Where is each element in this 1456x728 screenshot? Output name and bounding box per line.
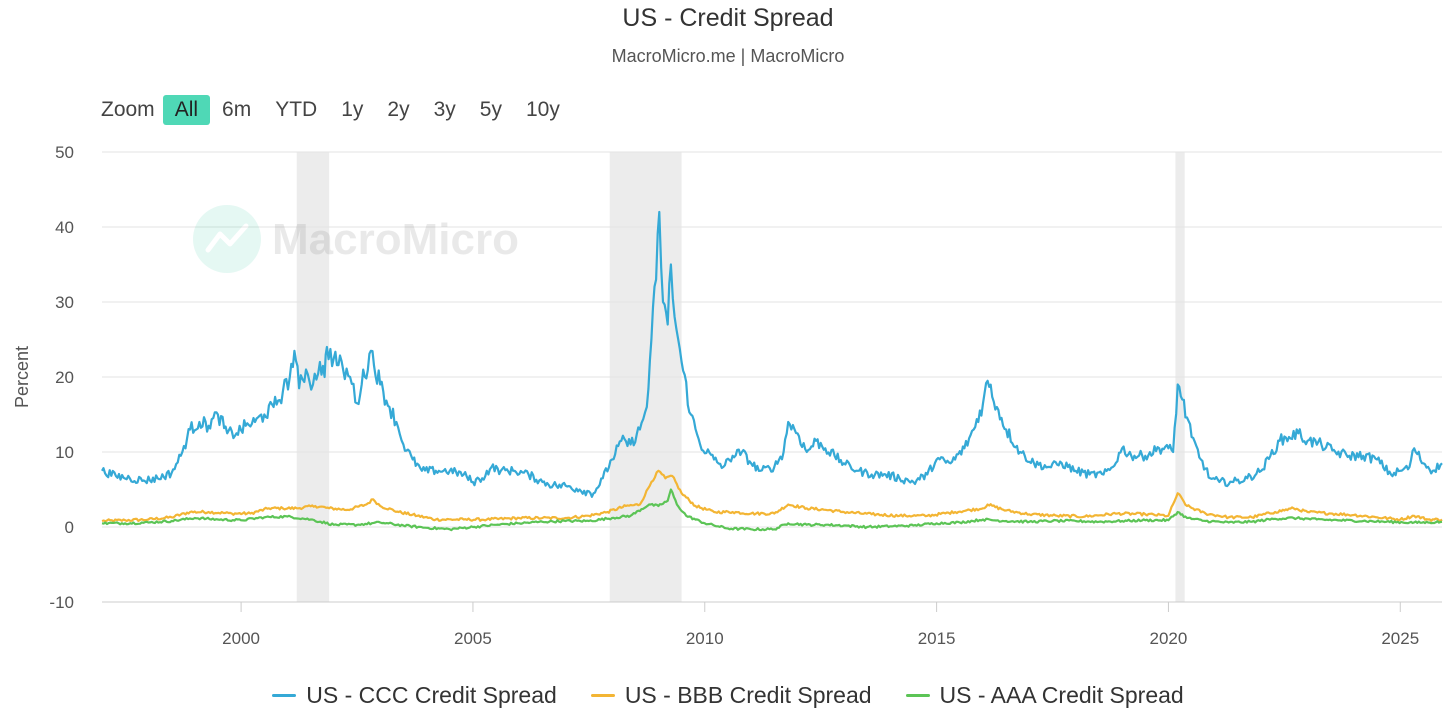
y-tick-label: 50 (55, 143, 74, 162)
legend-swatch-aaa (905, 694, 930, 697)
legend-label-bbb: US - BBB Credit Spread (624, 682, 872, 708)
legend: US - CCC Credit Spread US - BBB Credit S… (0, 682, 1456, 709)
zoom-10y-button[interactable]: 10y (525, 98, 560, 121)
y-tick-label: 30 (55, 293, 74, 312)
zoom-2y-button[interactable]: 2y (387, 98, 410, 121)
chart-subtitle: MacroMicro.me | MacroMicro (611, 46, 845, 66)
y-tick-label: 0 (65, 518, 74, 537)
series-lines (101, 210, 1443, 532)
zoom-6m-button[interactable]: 6m (222, 98, 252, 121)
legend-label-ccc: US - CCC Credit Spread (306, 682, 557, 708)
series-line-us-ccc-credit-spread (101, 210, 1443, 498)
zoom-selector: Zoom All 6m YTD 1y 2y 3y 5y 10y (101, 92, 572, 128)
x-axis: 2000 2005 2010 2015 2020 2025 (222, 602, 1419, 648)
watermark-text: MacroMicro (272, 215, 519, 264)
zoom-1y-button[interactable]: 1y (341, 98, 364, 121)
y-tick-label: 40 (55, 218, 74, 237)
legend-item-bbb[interactable]: US - BBB Credit Spread (590, 682, 872, 709)
x-tick-label: 2010 (686, 629, 724, 648)
y-tick-label: 10 (55, 443, 74, 462)
x-tick-label: 2000 (222, 629, 260, 648)
x-tick-label: 2025 (1381, 629, 1419, 648)
watermark: MacroMicro (193, 205, 519, 273)
legend-item-ccc[interactable]: US - CCC Credit Spread (272, 682, 557, 709)
series-line-us-aaa-credit-spread (101, 488, 1443, 532)
zoom-3y-button[interactable]: 3y (433, 98, 456, 121)
watermark-logo-icon (193, 205, 261, 273)
y-axis-label: Percent (12, 346, 32, 408)
x-tick-label: 2015 (918, 629, 956, 648)
zoom-all-button[interactable]: All (162, 95, 211, 125)
y-tick-label: -10 (49, 593, 74, 612)
x-tick-label: 2020 (1150, 629, 1188, 648)
chart-title: US - Credit Spread (622, 4, 834, 32)
legend-label-aaa: US - AAA Credit Spread (939, 682, 1184, 708)
zoom-label: Zoom (101, 98, 155, 121)
legend-swatch-bbb (590, 694, 615, 697)
series-line-us-bbb-credit-spread (101, 469, 1443, 523)
legend-item-aaa[interactable]: US - AAA Credit Spread (905, 682, 1184, 709)
y-tick-label: 20 (55, 368, 74, 387)
watermark-chart-glyph-icon (205, 223, 249, 253)
y-axis: -10 0 10 20 30 40 50 (49, 143, 74, 612)
legend-swatch-ccc (272, 694, 297, 697)
x-tick-label: 2005 (454, 629, 492, 648)
zoom-ytd-button[interactable]: YTD (275, 98, 318, 121)
zoom-5y-button[interactable]: 5y (479, 98, 502, 121)
